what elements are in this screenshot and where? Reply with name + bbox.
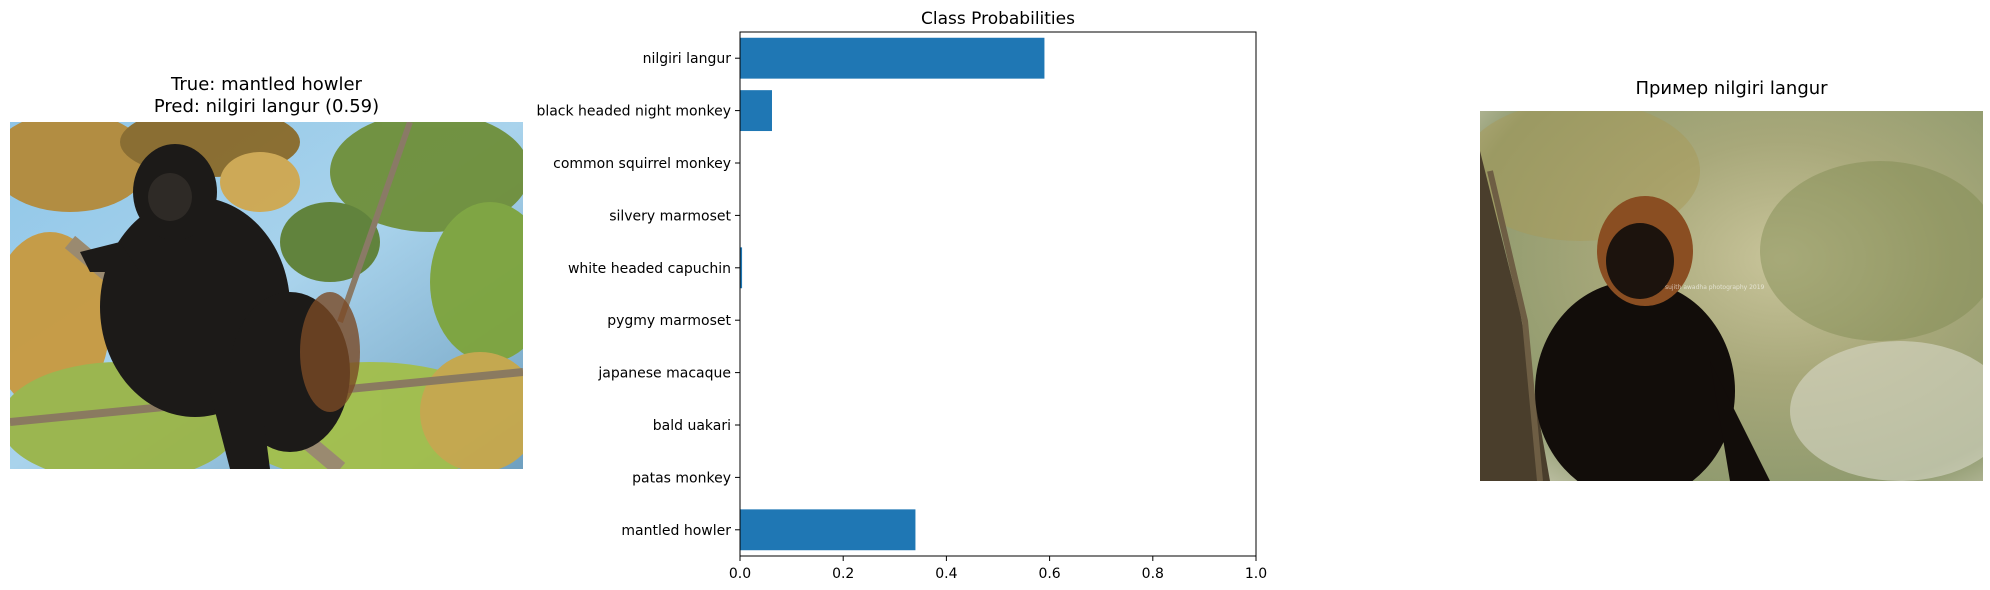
y-tick-label: japanese macaque [597,366,731,382]
mantled-howler-image [10,122,523,469]
y-axis: nilgiri langur black headed night monkey c… [536,51,740,539]
prediction-title: True: mantled howler Pred: nilgiri langu… [10,74,523,118]
x-tick-label: 0.4 [935,566,957,582]
pred-label-text: Pred: nilgiri langur (0.59) [153,96,380,117]
example-title: Пример nilgiri langur [1635,78,1828,99]
y-tick-label: white headed capuchin [568,261,731,277]
y-tick-label: patas monkey [632,470,731,486]
bar-white-headed-capuchin [740,247,743,289]
y-tick-label: common squirrel monkey [553,156,731,172]
mantled-howler-photo [10,122,523,469]
bar-nilgiri-langur [740,37,1045,79]
x-tick-label: 0.8 [1142,566,1164,582]
bar-black-headed-night-monkey [740,90,772,132]
photo-watermark: sujith awadha photography 2019 [1665,284,1765,291]
bar-mantled-howler [740,509,916,551]
chart-title: Class Probabilities [921,9,1075,29]
x-axis: 0.0 0.2 0.4 0.6 0.8 1.0 [729,556,1267,582]
y-tick-label: black headed night monkey [536,104,731,120]
bars-group [740,37,1045,551]
y-tick-label: silvery marmoset [609,208,731,224]
nilgiri-langur-image: sujith awadha photography 2019 [1480,111,1983,481]
x-tick-label: 0.6 [1038,566,1060,582]
nilgiri-langur-photo: sujith awadha photography 2019 [1480,111,1983,481]
y-tick-label: mantled howler [621,523,731,539]
x-tick-label: 0.0 [729,566,751,582]
plot-frame [739,31,1257,557]
y-tick-label: bald uakari [653,418,731,434]
x-tick-label: 1.0 [1245,566,1267,582]
y-tick-label: pygmy marmoset [607,313,731,329]
x-tick-label: 0.2 [832,566,854,582]
y-tick-label: nilgiri langur [643,51,732,67]
true-label-text: True: mantled howler [171,74,362,95]
